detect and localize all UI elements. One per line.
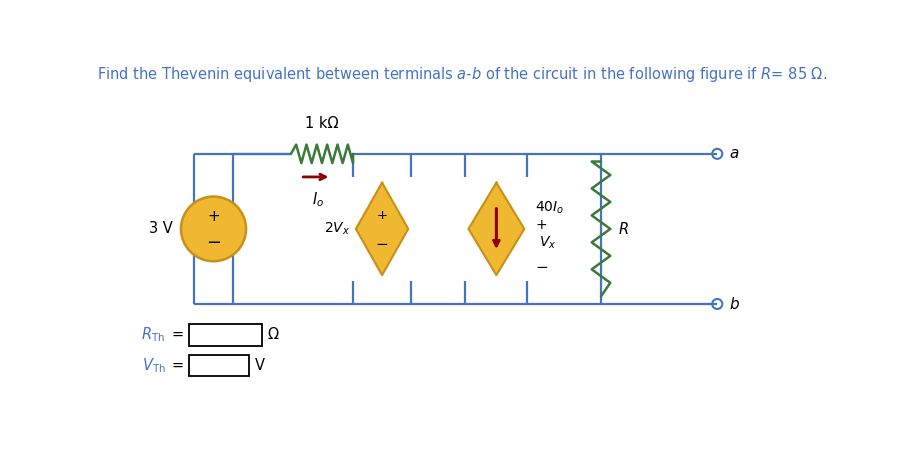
Text: 1 kΩ: 1 kΩ xyxy=(305,116,339,131)
Text: $a$: $a$ xyxy=(729,146,740,161)
Text: $b$: $b$ xyxy=(729,296,740,312)
Circle shape xyxy=(181,197,246,261)
Text: Ω: Ω xyxy=(268,327,279,342)
Text: 3 V: 3 V xyxy=(150,221,173,236)
Text: +: + xyxy=(535,218,547,232)
Text: $V_x$: $V_x$ xyxy=(539,234,557,251)
Text: +: + xyxy=(376,209,388,221)
Text: −: − xyxy=(206,234,221,252)
Text: $R$: $R$ xyxy=(618,221,629,237)
Text: +: + xyxy=(207,209,220,224)
Polygon shape xyxy=(468,183,524,275)
Text: $I_o$: $I_o$ xyxy=(312,191,324,210)
Polygon shape xyxy=(356,183,409,275)
Text: =: = xyxy=(171,358,184,373)
FancyBboxPatch shape xyxy=(189,355,249,376)
Text: V: V xyxy=(254,358,264,373)
Text: $40I_o$: $40I_o$ xyxy=(535,199,565,216)
Text: −: − xyxy=(376,237,389,252)
Text: $R_{\mathrm{Th}}$: $R_{\mathrm{Th}}$ xyxy=(142,325,165,344)
Text: −: − xyxy=(535,260,548,275)
Text: =: = xyxy=(171,327,184,342)
Text: Find the Thevenin equivalent between terminals $a$-$b$ of the circuit in the fol: Find the Thevenin equivalent between ter… xyxy=(97,65,827,84)
Text: $V_{\mathrm{Th}}$: $V_{\mathrm{Th}}$ xyxy=(142,356,165,375)
Text: $2V_x$: $2V_x$ xyxy=(324,221,350,237)
FancyBboxPatch shape xyxy=(189,324,262,346)
